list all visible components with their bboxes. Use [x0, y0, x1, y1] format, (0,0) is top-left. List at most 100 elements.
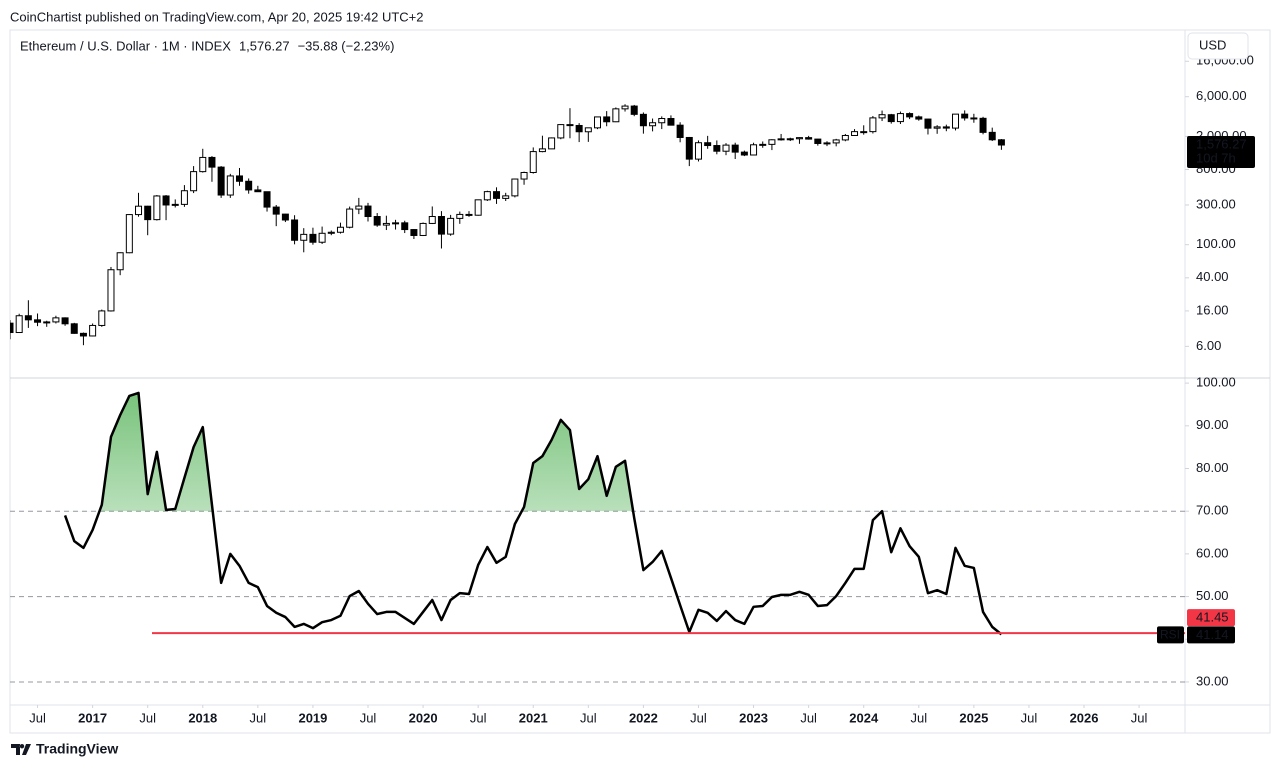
candle-body: [135, 205, 143, 216]
candle-body: [603, 116, 611, 123]
candle-body: [952, 113, 960, 129]
bar-countdown: 10d 7h: [1196, 150, 1236, 165]
time-tick-label: 2019: [298, 710, 327, 725]
candle-body: [814, 138, 822, 144]
rsi-value-box: [1187, 626, 1235, 644]
candle-body: [493, 191, 501, 199]
candle-body: [878, 114, 886, 119]
candle-body: [281, 213, 289, 221]
candle-body: [235, 175, 243, 182]
time-tick-label: Jul: [1021, 710, 1038, 725]
currency-box[interactable]: [1187, 32, 1249, 60]
time-tick-label: Jul: [250, 710, 267, 725]
candle-body: [869, 117, 877, 133]
rsi-tick-label: 60.00: [1196, 545, 1229, 560]
candle-body: [171, 203, 179, 206]
publisher-line: CoinChartist published on TradingView.co…: [10, 9, 423, 24]
time-tick-label: Jul: [139, 710, 156, 725]
candle-body: [15, 315, 23, 334]
candle-body: [447, 217, 455, 235]
candle-body: [584, 127, 592, 133]
price-tick-label: 40.00: [1196, 269, 1229, 284]
currency-label[interactable]: USD: [1199, 37, 1226, 52]
candle-body: [676, 124, 684, 138]
candle-body: [575, 124, 583, 133]
candle-body: [144, 205, 152, 221]
candle-body: [630, 105, 638, 115]
candle-body: [162, 195, 170, 206]
rsi-line: [63, 391, 1003, 636]
candle-body: [355, 205, 363, 210]
candle-body: [887, 114, 895, 123]
rsi-name: RSI: [1160, 628, 1180, 642]
candle-body: [750, 144, 758, 156]
candle-body: [777, 138, 785, 141]
candle-body: [364, 205, 372, 218]
candle-body: [373, 216, 381, 226]
candle-body: [474, 199, 482, 216]
candle-body: [933, 126, 941, 129]
candle-body: [759, 143, 767, 146]
candle-body: [382, 222, 390, 226]
last-price-box: [1187, 136, 1255, 169]
candle-body: [988, 131, 996, 141]
candle-body: [694, 142, 702, 160]
candle-body: [318, 232, 326, 243]
candle-body: [649, 122, 657, 127]
candle-body: [245, 180, 253, 191]
time-tick-label: 2024: [849, 710, 879, 725]
candle-body: [437, 216, 445, 235]
price-change: −35.88 (−2.23%): [298, 38, 395, 53]
candle-body: [566, 124, 574, 127]
candle-body: [639, 113, 647, 127]
usd-button[interactable]: USD: [1187, 32, 1249, 60]
candle-body: [70, 323, 78, 334]
candle-body: [419, 222, 427, 236]
candle-body: [61, 317, 69, 325]
candle-body: [942, 126, 950, 129]
candle-body: [970, 117, 978, 120]
time-tick-label: 2026: [1070, 710, 1099, 725]
candle-body: [217, 166, 225, 196]
chart-frame: [9, 29, 1271, 734]
hline-label-box: [1187, 609, 1235, 627]
candle-body: [511, 178, 519, 197]
time-tick-label: 2021: [519, 710, 548, 725]
candle-body: [667, 118, 675, 126]
time-tick-label: 2020: [409, 710, 438, 725]
candle-body: [997, 139, 1005, 146]
candle-body: [263, 191, 271, 208]
candle-body: [768, 139, 776, 145]
candle-body: [89, 324, 97, 337]
price-tick-label: 100.00: [1196, 236, 1236, 251]
candle-body: [291, 219, 299, 241]
candle-body: [428, 216, 436, 224]
candle-body: [502, 195, 510, 199]
symbol-legend: Ethereum / U.S. Dollar · 1M · INDEX 1,57…: [20, 38, 394, 53]
brand-logo: [11, 744, 31, 755]
rsi-tick-label: 80.00: [1196, 460, 1229, 475]
symbol-title: Ethereum / U.S. Dollar · 1M · INDEX: [20, 38, 231, 53]
candle-body: [841, 134, 849, 141]
rsi-tick-label: 90.00: [1196, 417, 1229, 432]
candle-body: [722, 144, 730, 152]
candle-body: [658, 118, 666, 124]
candle-body: [272, 206, 280, 215]
time-tick-label: Jul: [580, 710, 597, 725]
candle-body: [300, 233, 308, 241]
rsi-name-box: [1157, 626, 1184, 644]
price-tick-label: 300.00: [1196, 196, 1236, 211]
time-tick-label: 2023: [739, 710, 768, 725]
candle-body: [805, 137, 813, 140]
time-tick-label: Jul: [1131, 710, 1148, 725]
candle-body: [410, 229, 418, 236]
time-tick-label: 2018: [188, 710, 217, 725]
time-tick-label: 2017: [78, 710, 107, 725]
candle-body: [190, 171, 198, 192]
candle-body: [226, 175, 234, 196]
time-tick-label: Jul: [690, 710, 707, 725]
candle-body: [153, 195, 161, 221]
candle-body: [713, 145, 721, 152]
price-tick-label: 16.00: [1196, 302, 1229, 317]
candle-body: [180, 190, 188, 205]
